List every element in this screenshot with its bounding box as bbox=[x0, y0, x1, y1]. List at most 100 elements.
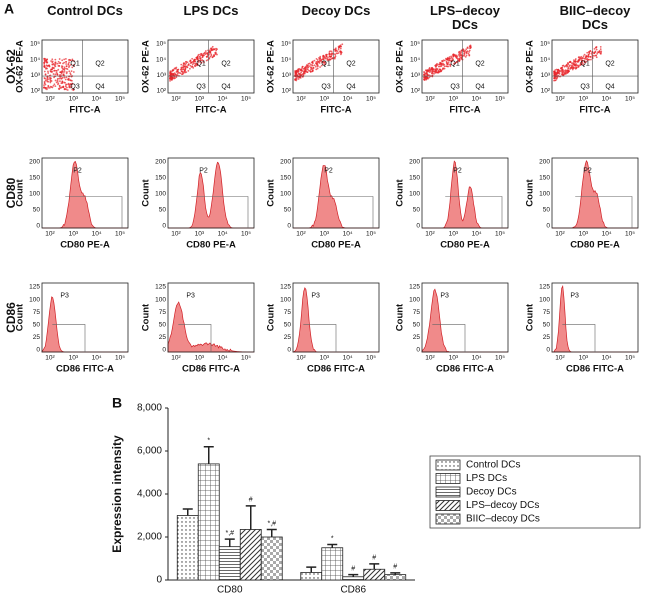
event-dot bbox=[571, 67, 574, 69]
y-axis-label: Count bbox=[525, 178, 536, 206]
event-dot bbox=[334, 48, 337, 51]
event-dot bbox=[61, 76, 64, 79]
event-dot bbox=[303, 72, 305, 74]
y-tick-label: 100 bbox=[409, 191, 420, 198]
significance-mark: *,# bbox=[225, 530, 234, 537]
y-tick-label: 200 bbox=[280, 159, 291, 166]
x-tick-label: 10³ bbox=[320, 231, 330, 238]
gate-label: Q3 bbox=[196, 83, 205, 90]
gate-label: Q2 bbox=[95, 61, 104, 68]
y-tick-label: 0 bbox=[546, 223, 550, 230]
y-tick-label: 75 bbox=[284, 309, 292, 316]
event-dot bbox=[57, 83, 59, 86]
event-dot bbox=[587, 55, 590, 58]
y-tick-label: 100 bbox=[155, 191, 166, 198]
event-dot bbox=[48, 86, 51, 89]
y-tick-label: 10³ bbox=[411, 72, 421, 79]
x-tick-label: 10⁵ bbox=[241, 96, 251, 103]
x-axis-label: FITC-A bbox=[320, 105, 351, 116]
event-dot bbox=[463, 53, 466, 56]
y-tick-label: 0 bbox=[162, 347, 166, 354]
event-dot bbox=[327, 58, 330, 61]
event-dot bbox=[463, 54, 466, 57]
y-tick-label: 50 bbox=[413, 322, 421, 329]
event-dot bbox=[553, 70, 556, 73]
event-dot bbox=[455, 55, 457, 58]
x-tick-label: 10⁵ bbox=[625, 231, 635, 238]
event-dot bbox=[212, 54, 215, 56]
event-dot bbox=[210, 48, 213, 50]
event-dot bbox=[426, 73, 429, 76]
event-dot bbox=[308, 65, 310, 68]
event-dot bbox=[59, 71, 62, 74]
event-dot bbox=[51, 68, 53, 71]
event-dot bbox=[44, 79, 47, 82]
y-tick-label: 0 bbox=[416, 223, 420, 230]
event-dot bbox=[595, 48, 598, 51]
histogram bbox=[168, 161, 254, 229]
event-dot bbox=[585, 54, 588, 57]
event-dot bbox=[315, 68, 318, 71]
gate-line bbox=[575, 196, 633, 228]
column-title: LPS–decoy DCs bbox=[429, 3, 501, 32]
x-tick-label: 10⁵ bbox=[115, 96, 125, 103]
y-axis-label: Count bbox=[266, 303, 277, 331]
event-dot bbox=[188, 67, 191, 70]
event-dot bbox=[43, 65, 46, 67]
event-dot bbox=[434, 64, 437, 67]
legend-label: LPS DCs bbox=[466, 473, 507, 484]
y-tick-label: 150 bbox=[539, 175, 550, 182]
y-axis-label: Count bbox=[141, 178, 152, 206]
event-dot bbox=[294, 78, 297, 81]
event-dot bbox=[174, 73, 177, 76]
y-tick-label: 50 bbox=[284, 207, 292, 214]
event-dot bbox=[581, 57, 584, 60]
event-dot bbox=[580, 59, 583, 61]
event-dot bbox=[65, 65, 68, 68]
x-tick-label: 10³ bbox=[69, 96, 79, 103]
y-tick-label: 50 bbox=[413, 207, 421, 214]
event-dot bbox=[454, 54, 456, 56]
bar bbox=[300, 572, 323, 581]
event-dot bbox=[51, 70, 54, 73]
event-dot bbox=[181, 66, 184, 69]
event-dot bbox=[561, 68, 564, 71]
legend-swatch bbox=[435, 513, 461, 525]
event-dot bbox=[596, 52, 599, 55]
x-tick-label: CD80 bbox=[217, 585, 243, 596]
event-dot bbox=[43, 82, 46, 85]
event-dot bbox=[63, 81, 66, 84]
y-tick-label: 10⁴ bbox=[410, 56, 420, 63]
x-tick-label: 10⁵ bbox=[115, 355, 125, 362]
y-tick-label: 0 bbox=[36, 223, 40, 230]
event-dot bbox=[330, 53, 333, 56]
event-dot bbox=[457, 53, 460, 56]
event-dot bbox=[71, 88, 74, 91]
event-dot bbox=[44, 83, 47, 86]
event-dot bbox=[304, 68, 307, 71]
event-dot bbox=[306, 64, 309, 67]
event-dot bbox=[62, 73, 65, 76]
gate-label: P3 bbox=[60, 292, 69, 299]
gate-label: Q4 bbox=[605, 83, 614, 90]
event-dot bbox=[58, 58, 61, 60]
event-dot bbox=[428, 76, 431, 79]
event-dot bbox=[555, 77, 558, 80]
error-bar bbox=[224, 538, 235, 547]
event-dot bbox=[53, 69, 56, 72]
y-tick-label: 10⁴ bbox=[281, 56, 291, 63]
y-tick-label: 0 bbox=[162, 223, 166, 230]
x-axis-label: FITC-A bbox=[449, 105, 480, 116]
event-dot bbox=[210, 54, 213, 57]
event-dot bbox=[65, 76, 68, 79]
histogram bbox=[42, 160, 128, 229]
event-dot bbox=[55, 71, 58, 74]
bar bbox=[176, 515, 199, 581]
event-dot bbox=[454, 62, 457, 65]
histogram bbox=[552, 160, 638, 229]
gate-line bbox=[445, 196, 503, 228]
panel-label: B bbox=[112, 395, 122, 411]
event-dot bbox=[199, 54, 202, 57]
event-dot bbox=[54, 73, 57, 76]
x-tick-label: 10⁴ bbox=[472, 96, 482, 103]
